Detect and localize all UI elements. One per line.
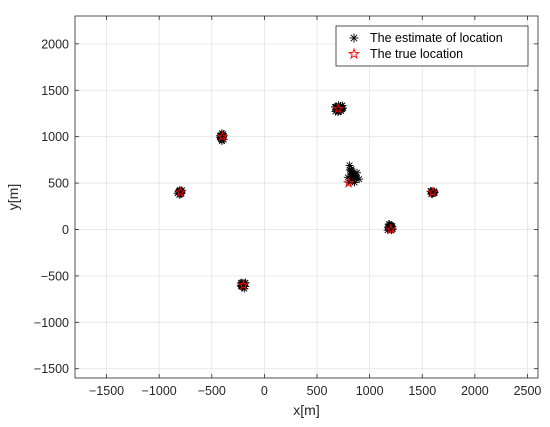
y-axis-label: y[m] — [5, 184, 21, 210]
x-tick-label: 0 — [261, 384, 268, 398]
x-tick-label: −500 — [198, 384, 226, 398]
true-location-point — [174, 186, 186, 198]
legend: The estimate of location The true locati… — [335, 25, 529, 67]
x-tick-label: 1000 — [356, 384, 384, 398]
data-marks — [173, 101, 439, 293]
estimate-point — [352, 168, 361, 177]
estimate-point — [347, 165, 356, 174]
plot-area — [75, 16, 538, 378]
y-tick-label: 500 — [48, 177, 69, 191]
legend-box — [335, 25, 529, 67]
true-location-point — [237, 279, 250, 290]
x-tick-label: −1500 — [89, 384, 124, 398]
y-tick-label: 1000 — [41, 130, 69, 144]
legend-entry-estimate: The estimate of location — [370, 31, 503, 45]
x-tick-label: −1000 — [142, 384, 177, 398]
true-location-point — [216, 130, 228, 142]
estimate-point — [236, 279, 245, 288]
x-tick-label: 1500 — [408, 384, 436, 398]
true-location-point — [342, 177, 355, 188]
estimate-point — [339, 104, 348, 113]
y-tick-label: −1000 — [34, 316, 69, 330]
x-tick-label: 2000 — [461, 384, 489, 398]
y-tick-label: −1500 — [34, 362, 69, 376]
true-location-point — [427, 186, 439, 198]
y-tick-label: −500 — [41, 269, 69, 283]
axes-box — [74, 15, 539, 379]
x-tick-label: 2500 — [514, 384, 542, 398]
x-axis-label: x[m] — [293, 402, 319, 418]
ticks: −1500 −1000 −500 0 500 1000 1500 2000 2500 −1500 −… — [34, 16, 542, 398]
x-tick-label: 500 — [307, 384, 328, 398]
grid — [75, 16, 538, 378]
true-location-point — [332, 102, 344, 114]
legend-star — [347, 47, 361, 60]
y-tick-label: 2000 — [41, 37, 69, 51]
legend-asterisk — [349, 33, 359, 43]
y-tick-label: 1500 — [41, 84, 69, 98]
legend-star-icon — [347, 47, 361, 60]
true-location-point — [385, 223, 397, 235]
legend-asterisk-icon — [349, 33, 359, 43]
legend-entry-true: The true location — [370, 47, 463, 61]
y-tick-label: 0 — [62, 223, 69, 237]
